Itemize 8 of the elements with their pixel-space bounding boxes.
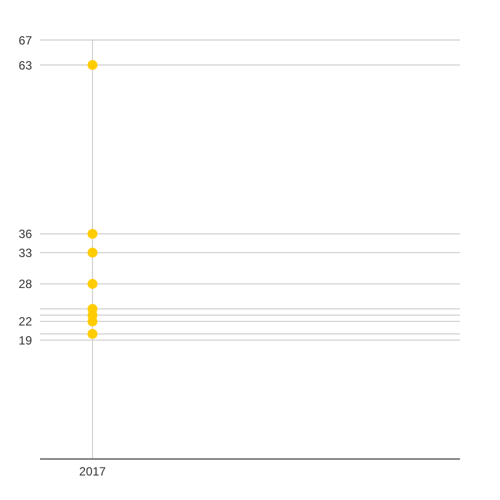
x-tick-label: 2017 bbox=[79, 464, 106, 479]
y-tick-label: 63 bbox=[18, 58, 32, 72]
y-tick-label: 33 bbox=[18, 246, 32, 260]
y-tick-label: 22 bbox=[18, 314, 32, 329]
y-tick-label: 36 bbox=[18, 227, 32, 242]
y-tick-label: 67 bbox=[18, 33, 32, 48]
y-tick-label: 19 bbox=[18, 333, 32, 348]
y-tick-label: 28 bbox=[18, 277, 32, 292]
